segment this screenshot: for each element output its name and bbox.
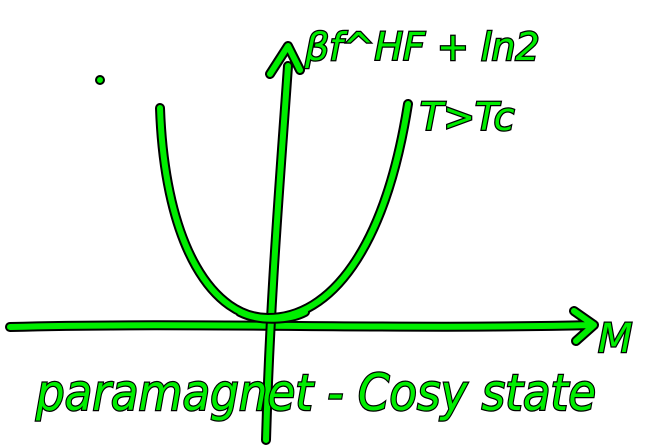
curve-label: T>Tc (420, 95, 515, 139)
page: βf^HF + ln2 T>Tc M paramagnet - Cosy sta… (0, 0, 659, 448)
sketch: βf^HF + ln2 T>Tc M paramagnet - Cosy sta… (0, 0, 659, 448)
x-axis-label: M (598, 316, 633, 362)
y-axis-label: βf^HF + ln2 (304, 25, 540, 69)
caption: paramagnet - Cosy state (35, 364, 596, 422)
dot (96, 76, 104, 84)
